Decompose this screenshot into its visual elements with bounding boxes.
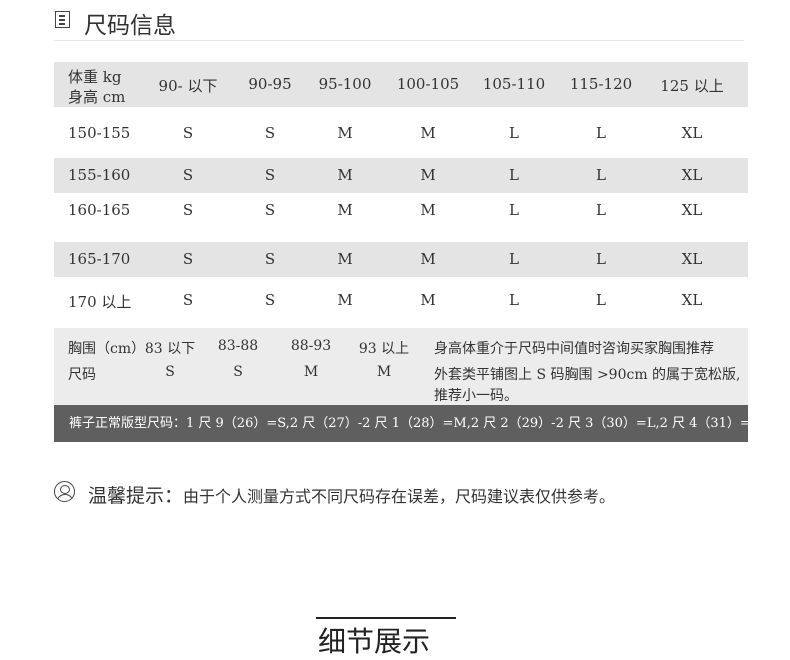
chest-label: 胸围（cm） <box>68 341 146 357</box>
size-cell: S <box>264 250 276 268</box>
size-cell: XL <box>681 291 703 309</box>
chest-range: 83-88 <box>217 338 259 354</box>
column-header: 125 以上 <box>660 77 724 95</box>
size-cell: M <box>420 166 436 184</box>
size-cell: S <box>264 291 276 309</box>
tip-label: 温馨提示： <box>88 485 184 507</box>
size-cell: L <box>596 124 606 142</box>
size-cell: L <box>596 201 606 219</box>
divider <box>54 40 744 41</box>
chest-note-2: 外套类平铺图上 S 码胸围 >90cm 的属于宽松版, <box>434 367 741 383</box>
size-cell: S <box>264 124 276 142</box>
chest-note-1: 身高体重介于尺码中间值时咨询买家胸围推荐 <box>434 341 714 357</box>
chest-size: S <box>165 364 175 380</box>
size-cell: S <box>182 291 194 309</box>
size-cell: XL <box>681 201 703 219</box>
table-row: 160-165 S S M M L L XL <box>54 193 748 242</box>
chest-size: S <box>233 364 243 380</box>
size-cell: S <box>182 250 194 268</box>
pants-size-note: 裤子正常版型尺码：1 尺 9（26）=S,2 尺（27）-2 尺 1（28）=M… <box>54 405 769 442</box>
size-cell: M <box>337 250 353 268</box>
next-section-title: 细节展示 <box>318 625 431 658</box>
tip: 温馨提示：由于个人测量方式不同尺码存在误差，尺码建议表仅供参考。 <box>88 481 615 508</box>
chest-size-block: 胸围（cm） 尺码 身高体重介于尺码中间值时咨询买家胸围推荐 外套类平铺图上 S… <box>54 328 748 405</box>
chest-size: M <box>303 364 319 380</box>
size-cell: L <box>509 250 519 268</box>
table-row: 165-170 S S M M L L XL <box>54 242 748 277</box>
size-cell: XL <box>681 250 703 268</box>
row-label: 170 以上 <box>68 293 132 311</box>
size-cell: L <box>596 166 606 184</box>
size-cell: M <box>420 250 436 268</box>
chest-note-3: 推荐小一码。 <box>434 388 518 404</box>
table-row: 170 以上 S S M M L L XL <box>54 277 748 327</box>
column-header: 100-105 <box>396 75 460 93</box>
size-cell: S <box>182 166 194 184</box>
row-label: 165-170 <box>68 250 131 268</box>
column-header: 90-95 <box>248 75 292 93</box>
size-cell: L <box>596 250 606 268</box>
size-cell: M <box>420 291 436 309</box>
chest-range: 88-93 <box>290 338 332 354</box>
column-header: 105-110 <box>482 75 546 93</box>
divider <box>316 617 456 619</box>
size-cell: M <box>337 201 353 219</box>
size-cell: S <box>182 124 194 142</box>
size-cell: XL <box>681 124 703 142</box>
section-title: 尺码信息 <box>84 13 176 39</box>
row-label: 160-165 <box>68 201 131 219</box>
size-cell: M <box>337 291 353 309</box>
size-cell: S <box>182 201 194 219</box>
size-cell: M <box>420 201 436 219</box>
user-icon <box>54 481 75 502</box>
chest-size: M <box>376 364 392 380</box>
size-cell: L <box>596 291 606 309</box>
column-header: 90- 以下 <box>158 77 218 95</box>
header-weight: 体重 kg <box>68 68 122 86</box>
row-label: 150-155 <box>68 124 131 142</box>
size-cell: XL <box>681 166 703 184</box>
table-header: 体重 kg 身高 cm 90- 以下 90-95 95-100 100-105 105-… <box>54 62 748 107</box>
tip-text: 由于个人测量方式不同尺码存在误差，尺码建议表仅供参考。 <box>183 487 616 506</box>
size-cell: S <box>264 201 276 219</box>
size-cell: M <box>420 124 436 142</box>
size-cell: M <box>337 124 353 142</box>
chest-range: 93 以上 <box>358 341 410 357</box>
size-cell: L <box>509 201 519 219</box>
column-header: 115-120 <box>569 75 633 93</box>
size-cell: L <box>509 166 519 184</box>
size-cell: S <box>264 166 276 184</box>
column-header: 95-100 <box>318 75 372 93</box>
size-cell: L <box>509 124 519 142</box>
chest-range: 83 以下 <box>144 341 196 357</box>
size-cell: L <box>509 291 519 309</box>
header-height: 身高 cm <box>68 88 126 106</box>
table-row: 155-160 S S M M L L XL <box>54 158 748 193</box>
size-cell: M <box>337 166 353 184</box>
chest-size-label: 尺码 <box>68 367 96 383</box>
document-icon <box>55 11 70 28</box>
table-row: 150-155 S S M M L L XL <box>54 108 748 158</box>
row-label: 155-160 <box>68 166 131 184</box>
